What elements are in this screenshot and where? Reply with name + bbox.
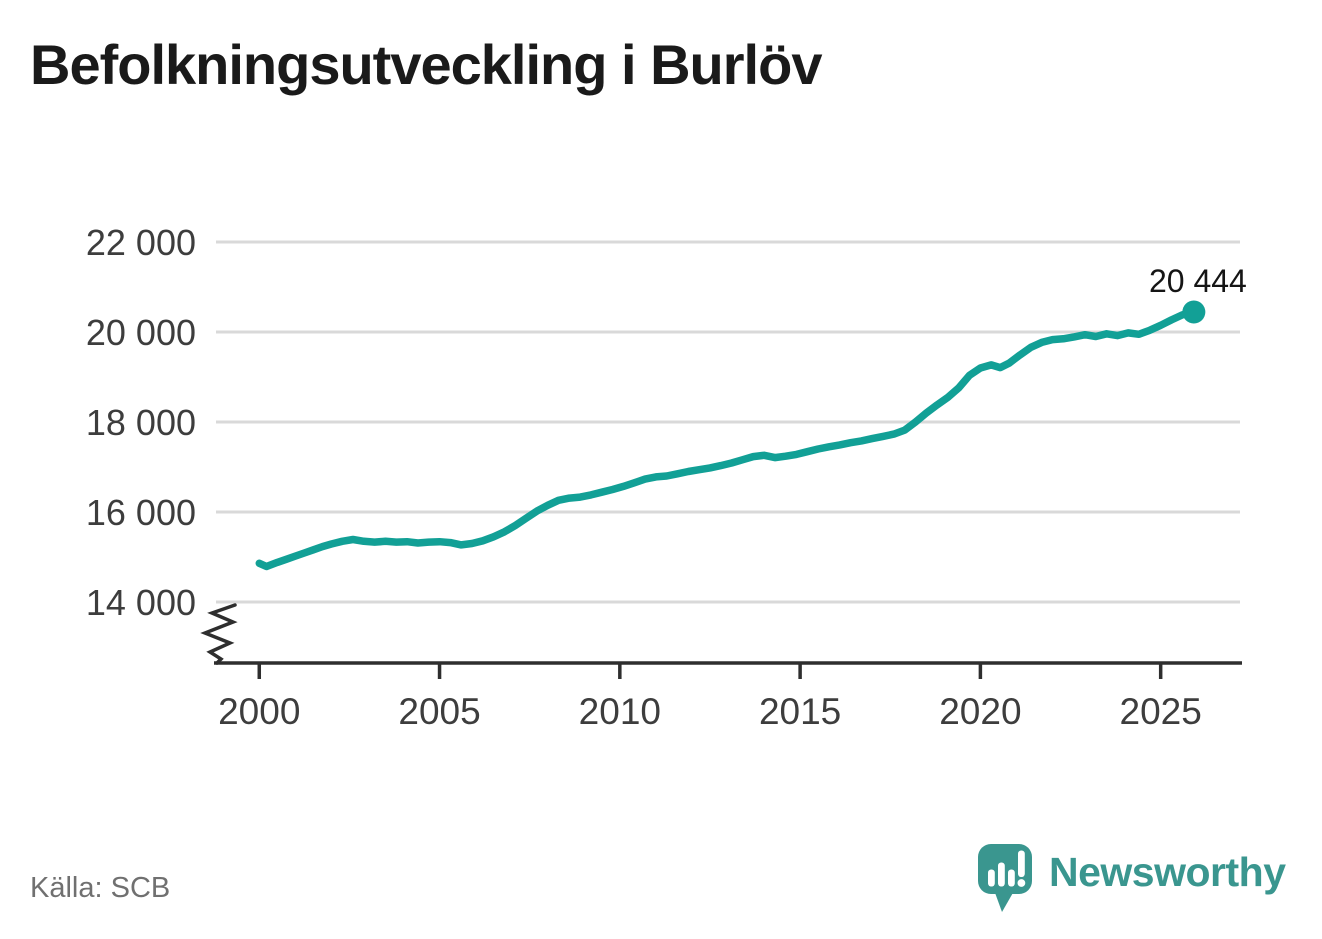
x-tick-label: 2025 <box>1120 691 1202 732</box>
latest-value-label: 20 444 <box>1149 263 1247 299</box>
x-tick-label: 2005 <box>398 691 480 732</box>
x-tick-label: 2020 <box>939 691 1021 732</box>
y-tick-label: 14 000 <box>86 582 196 623</box>
y-tick-label: 16 000 <box>86 492 196 533</box>
x-tick-label: 2000 <box>218 691 300 732</box>
latest-point-marker <box>1182 300 1206 324</box>
x-tick-label: 2010 <box>579 691 661 732</box>
source-note: Källa: SCB <box>30 872 171 904</box>
chart-title: Befolkningsutveckling i Burlöv <box>30 33 822 96</box>
y-tick-label: 18 000 <box>86 402 196 443</box>
axis-break-zigzag <box>200 603 238 665</box>
x-tick-label: 2015 <box>759 691 841 732</box>
newsworthy-logo-text: Newsworthy <box>1049 849 1286 895</box>
population-line <box>255 308 1198 571</box>
y-tick-label: 22 000 <box>86 222 196 263</box>
newsworthy-speech-bubble-icon <box>978 844 1032 912</box>
newsworthy-logo: Newsworthy <box>977 843 1286 915</box>
y-tick-label: 20 000 <box>86 312 196 353</box>
